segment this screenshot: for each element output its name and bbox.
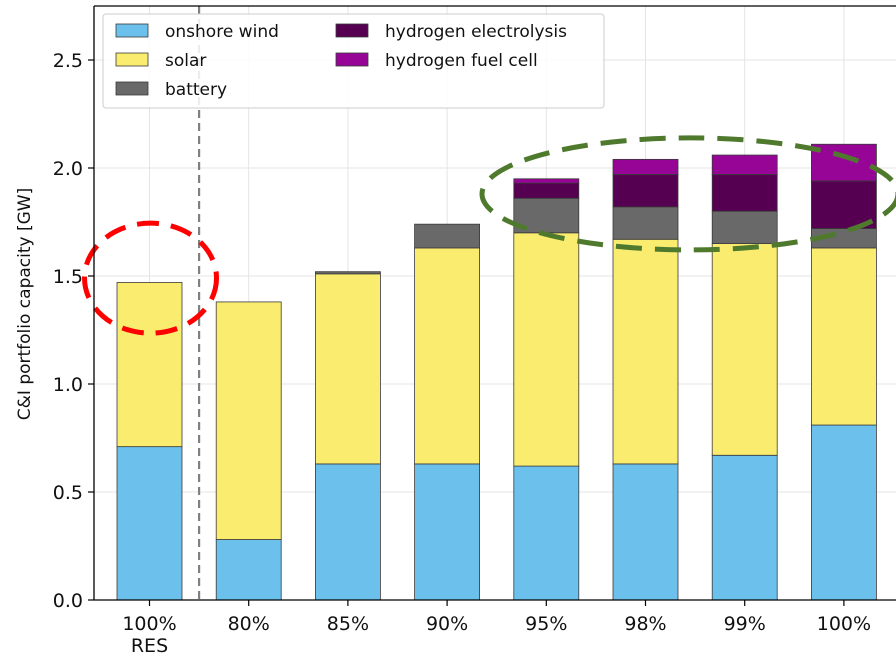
bar-segment-hydrogen-electrolysis [811, 180, 877, 229]
y-tick-label: 2.5 [53, 50, 83, 72]
bar-segment-hydrogen-fuel-cell [612, 158, 679, 175]
bar-segment-onshore-wind [811, 424, 877, 601]
bar-segment-battery [612, 206, 679, 240]
bar-segment-hydrogen-electrolysis [612, 174, 679, 208]
bar-segment-battery [414, 223, 481, 249]
x-tick-label: 80% [228, 613, 270, 635]
y-tick-label: 1.0 [53, 374, 83, 396]
x-tick-label-line2: RES [131, 635, 168, 657]
legend-swatch [115, 81, 149, 96]
legend-label: hydrogen fuel cell [385, 51, 538, 71]
bar-segment-battery [711, 210, 778, 244]
bar-segment-solar [811, 247, 877, 426]
bar-segment-solar [414, 247, 481, 465]
bar-segment-onshore-wind [215, 539, 282, 601]
x-tick-label: 85% [327, 613, 369, 635]
bar-segment-onshore-wind [612, 463, 679, 601]
x-tick-label: 99% [724, 613, 766, 635]
green-dashed-ellipse [479, 135, 896, 253]
bar-segment-hydrogen-fuel-cell [811, 143, 877, 182]
legend-label: onshore wind [165, 22, 279, 42]
bar-segment-hydrogen-fuel-cell [711, 154, 778, 175]
bar-segment-solar [612, 238, 679, 465]
y-tick-label: 1.5 [53, 266, 83, 288]
bar-segment-solar [116, 282, 183, 448]
bar-segment-hydrogen-fuel-cell [513, 178, 580, 184]
legend-label: hydrogen electrolysis [385, 22, 567, 42]
y-tick-label: 0.5 [53, 482, 83, 504]
bar-segment-hydrogen-electrolysis [711, 174, 778, 212]
x-tick-label: 90% [426, 613, 468, 635]
y-axis-label: C&I portfolio capacity [GW] [15, 188, 35, 420]
bar-segment-onshore-wind [314, 463, 381, 601]
bar-segment-solar [215, 301, 282, 540]
y-tick-label: 2.0 [53, 158, 83, 180]
legend: onshore wind solar battery hydrogen electro… [102, 13, 605, 109]
legend-swatch [115, 23, 149, 38]
legend-label: solar [165, 51, 206, 71]
x-tick-label: 100% [817, 613, 871, 635]
bar-segment-onshore-wind [116, 446, 183, 601]
x-tick-label: 98% [624, 613, 666, 635]
legend-swatch [115, 52, 149, 67]
y-tick-label: 0.0 [53, 590, 83, 612]
bar-segment-solar [314, 273, 381, 465]
bars [116, 143, 877, 601]
legend-label: battery [165, 80, 227, 100]
bar-segment-hydrogen-electrolysis [513, 182, 580, 199]
bar-segment-onshore-wind [414, 463, 481, 601]
bar-segment-onshore-wind [513, 465, 580, 601]
bar-segment-battery [314, 271, 381, 275]
bar-segment-solar [513, 232, 580, 467]
bar-segment-solar [711, 243, 778, 456]
bar-segment-onshore-wind [711, 454, 778, 601]
x-tick-label: 100% [122, 613, 176, 635]
x-tick-label: 95% [525, 613, 567, 635]
legend-swatch [335, 23, 369, 38]
legend-swatch [335, 52, 369, 67]
red-dashed-ellipse [82, 220, 219, 336]
